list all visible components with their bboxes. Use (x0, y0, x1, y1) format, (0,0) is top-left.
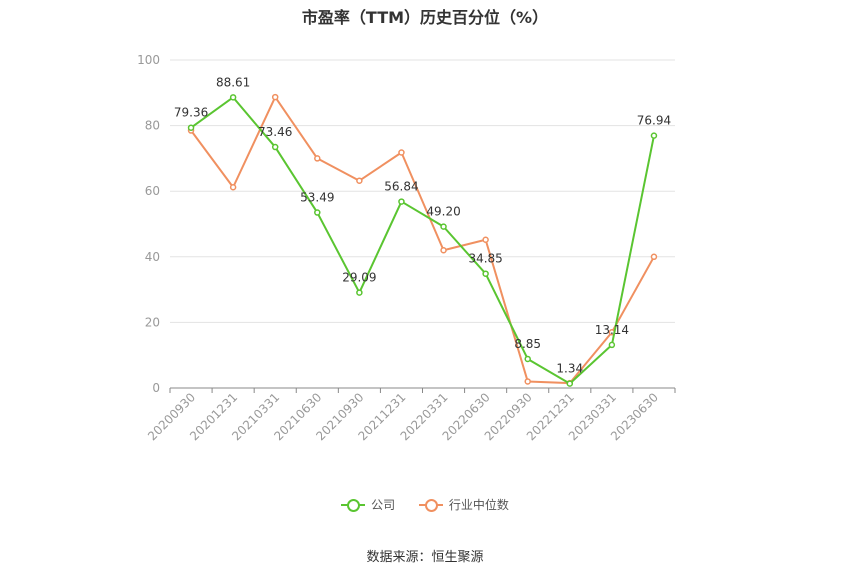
data-point-company (314, 209, 321, 216)
data-point-company (566, 380, 574, 387)
data-label-company: 53.49 (300, 191, 334, 205)
data-label-company: 73.46 (258, 125, 292, 139)
data-label-company: 29.09 (342, 271, 376, 285)
data-point-company (650, 132, 658, 139)
data-point-company (608, 341, 616, 349)
data-point-company (524, 355, 531, 363)
chart-title: 市盈率（TTM）历史百分位（%） (301, 8, 549, 27)
data-point-company (482, 270, 489, 277)
data-point-industry-median (356, 177, 363, 184)
y-tick-label-100: 100 (137, 53, 160, 67)
data-label-company: 88.61 (216, 75, 250, 89)
data-point-company (229, 94, 237, 101)
data-point-industry-median (229, 184, 237, 191)
legend-label-company: 公司 (371, 498, 396, 512)
data-source: 数据来源：恒生聚源 (366, 550, 484, 565)
data-point-company (187, 124, 195, 131)
data-label-company: 1.34 (556, 362, 583, 376)
legend-item-industry-median[interactable]: 行业中位数 (418, 496, 509, 513)
y-tick-label-60: 60 (145, 184, 160, 198)
y-tick-label-0: 0 (152, 381, 160, 395)
data-point-industry-median (524, 378, 531, 385)
series-line-company (190, 96, 655, 385)
data-point-company (271, 143, 279, 151)
legend-swatch-company (341, 498, 366, 512)
legend-swatch-industry-median (418, 498, 443, 512)
series-line-industry-median (190, 96, 655, 385)
data-label-company: 49.20 (426, 205, 460, 219)
data-point-company (356, 289, 363, 296)
legend-label-industry-median: 行业中位数 (448, 498, 509, 512)
y-tick-label-80: 80 (145, 119, 160, 133)
data-label-company: 79.36 (174, 106, 208, 120)
data-label-company: 34.85 (468, 252, 502, 266)
legend-item-company[interactable]: 公司 (341, 496, 395, 513)
chart-legend: 公司 行业中位数 (0, 496, 850, 515)
data-point-industry-median (440, 246, 447, 254)
data-point-industry-median (482, 236, 489, 243)
y-tick-label-20: 20 (145, 315, 160, 329)
y-tick-label-40: 40 (145, 250, 160, 264)
data-label-company: 13.14 (595, 323, 629, 337)
data-label-company: 8.85 (514, 337, 541, 351)
data-point-company (440, 223, 447, 230)
data-point-company (398, 198, 405, 205)
data-point-industry-median (271, 93, 279, 101)
data-point-industry-median (314, 155, 321, 162)
data-label-company: 76.94 (637, 114, 671, 128)
data-point-industry-median (398, 149, 405, 156)
data-label-company: 56.84 (384, 180, 418, 194)
data-point-industry-median (650, 253, 658, 261)
